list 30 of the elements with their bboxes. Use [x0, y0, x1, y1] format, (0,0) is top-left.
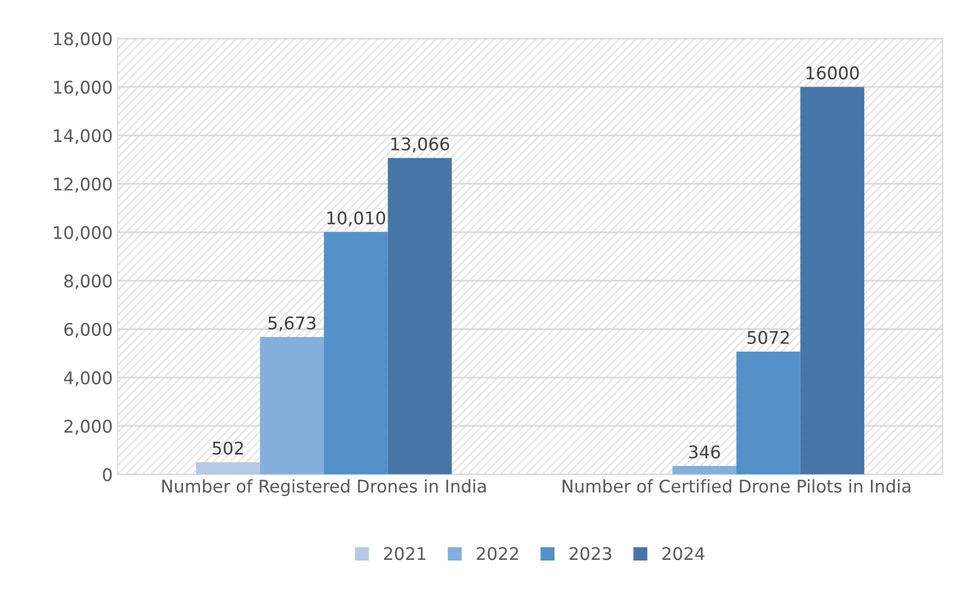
- y-tick-label: 8,000: [64, 274, 112, 290]
- y-tick-label: 14,000: [54, 129, 112, 144]
- legend-label: 2023: [570, 546, 612, 560]
- bar: [800, 86, 864, 474]
- x-tick-label: Number of Registered Drones in India: [162, 479, 486, 496]
- data-label: 16000: [806, 66, 859, 80]
- data-label: 5,673: [268, 316, 316, 332]
- y-tick-label: 2,000: [64, 420, 112, 435]
- bar: [324, 232, 388, 474]
- data-label: 502: [212, 442, 243, 455]
- bar: [388, 158, 452, 474]
- y-tick-label: 0: [102, 468, 112, 482]
- x-tick-label: Number of Certified Drone Pilots in India: [562, 479, 910, 493]
- bar: [196, 462, 260, 474]
- data-label: 5072: [748, 330, 789, 344]
- y-tick-label: 4,000: [64, 371, 112, 386]
- legend-label: 2021: [384, 546, 426, 560]
- legend-label: 2024: [662, 546, 704, 560]
- y-tick-label: 10,000: [54, 226, 112, 241]
- data-label: 13,066: [391, 137, 450, 152]
- bar: [736, 352, 800, 474]
- y-tick-label: 18,000: [54, 32, 112, 48]
- y-tick-label: 12,000: [54, 178, 112, 192]
- bar: [260, 337, 324, 474]
- bar: [672, 466, 736, 474]
- data-label: 346: [689, 445, 720, 458]
- legend-label: 2022: [476, 546, 518, 560]
- y-tick-label: 6,000: [64, 322, 112, 338]
- y-tick-label: 16,000: [54, 80, 112, 96]
- data-label: 10,010: [327, 211, 386, 226]
